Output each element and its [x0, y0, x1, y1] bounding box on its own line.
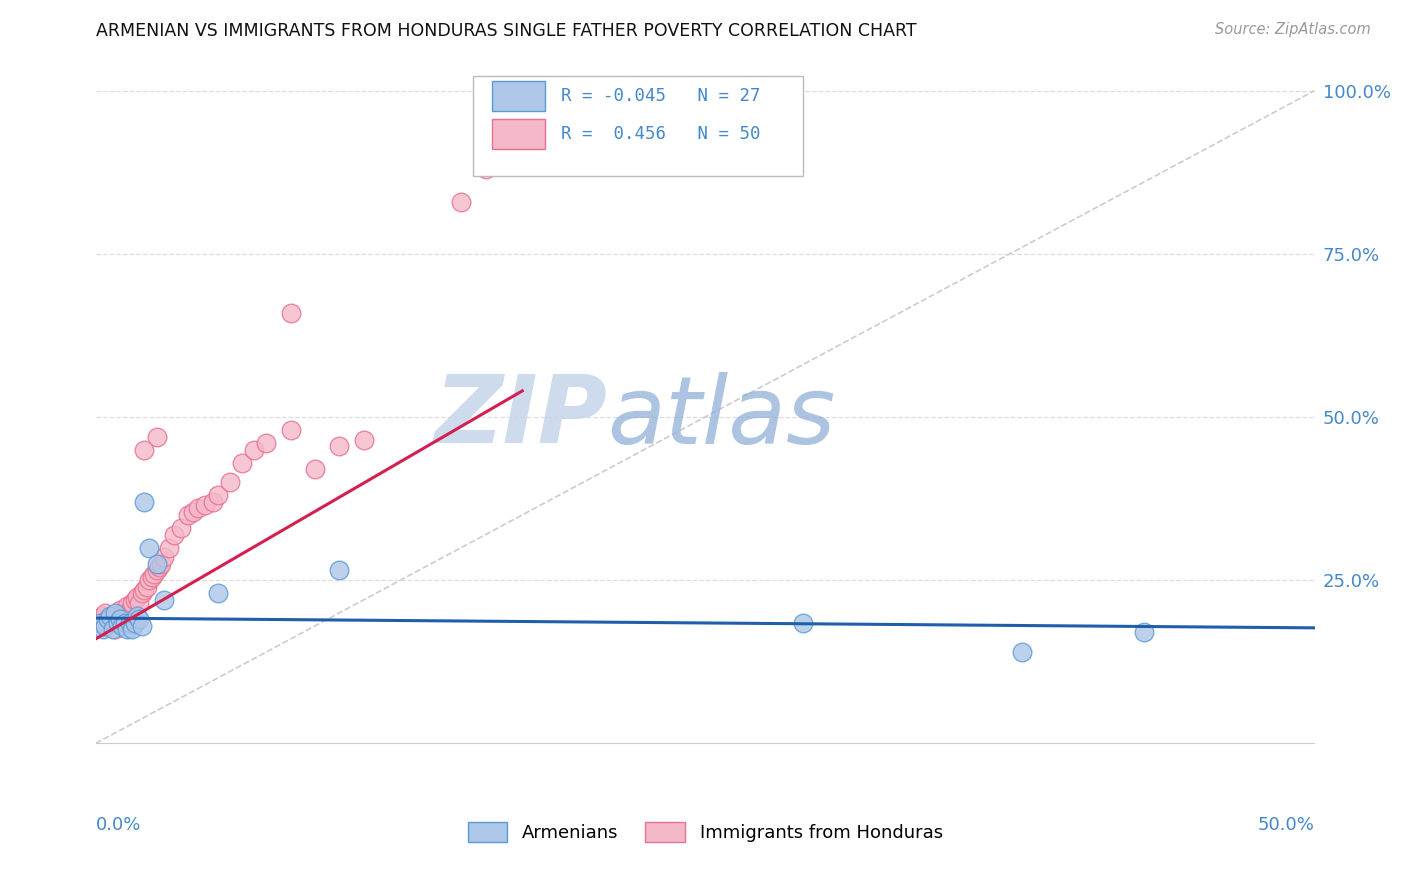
Point [254, 436, 277, 450]
Text: Source: ZipAtlas.com: Source: ZipAtlas.com [1215, 22, 1371, 37]
Point [280, 305, 302, 319]
Point [328, 439, 350, 453]
Point [98, 612, 121, 626]
Text: atlas: atlas [607, 371, 835, 463]
Point [134, 442, 156, 457]
Point [148, 560, 170, 574]
Text: ARMENIAN VS IMMIGRANTS FROM HONDURAS SINGLE FATHER POVERTY CORRELATION CHART: ARMENIAN VS IMMIGRANTS FROM HONDURAS SIN… [96, 22, 917, 40]
Point [107, 609, 129, 624]
Point [124, 615, 146, 630]
Point [114, 609, 136, 624]
Text: R = -0.045   N = 27: R = -0.045 N = 27 [561, 87, 761, 105]
Text: ZIP: ZIP [434, 371, 607, 463]
Point [108, 612, 131, 626]
Point [353, 433, 375, 447]
Point [134, 495, 156, 509]
Point [111, 606, 134, 620]
Point [117, 622, 139, 636]
Point [138, 573, 160, 587]
Point [145, 557, 167, 571]
Point [243, 442, 266, 457]
Point [91, 609, 114, 624]
Point [231, 456, 253, 470]
Point [97, 615, 120, 630]
Point [89, 615, 111, 630]
Point [118, 602, 141, 616]
Point [128, 612, 150, 626]
Point [474, 161, 496, 176]
Point [162, 527, 184, 541]
Point [201, 495, 224, 509]
Point [450, 194, 472, 209]
Point [107, 615, 129, 630]
Point [170, 521, 193, 535]
FancyBboxPatch shape [492, 81, 546, 112]
Point [150, 557, 173, 571]
Point [117, 599, 139, 614]
Point [145, 429, 167, 443]
Point [104, 622, 127, 636]
Text: 0.0%: 0.0% [96, 816, 141, 834]
Point [87, 612, 110, 626]
Point [207, 488, 229, 502]
Point [98, 609, 121, 624]
FancyBboxPatch shape [492, 119, 546, 149]
Point [187, 501, 209, 516]
Point [304, 462, 326, 476]
Point [1011, 645, 1033, 659]
Point [157, 541, 180, 555]
Point [138, 541, 160, 555]
Point [104, 606, 127, 620]
Point [94, 619, 117, 633]
Point [792, 615, 814, 630]
Point [141, 570, 163, 584]
Text: R =  0.456   N = 50: R = 0.456 N = 50 [561, 125, 761, 143]
Point [121, 596, 143, 610]
Point [153, 592, 176, 607]
Point [118, 615, 141, 630]
Point [181, 505, 204, 519]
Point [218, 475, 240, 490]
Text: 50.0%: 50.0% [1258, 816, 1315, 834]
Point [125, 609, 148, 624]
Point [134, 582, 156, 597]
Point [194, 498, 217, 512]
Point [121, 622, 143, 636]
Legend: Armenians, Immigrants from Honduras: Armenians, Immigrants from Honduras [460, 814, 950, 849]
Point [91, 622, 114, 636]
Point [135, 580, 157, 594]
Point [328, 563, 350, 577]
Point [101, 609, 124, 624]
Point [124, 592, 146, 607]
Point [207, 586, 229, 600]
Point [94, 606, 117, 620]
Point [143, 566, 166, 581]
Point [153, 550, 176, 565]
Point [111, 619, 134, 633]
Point [125, 590, 148, 604]
Point [131, 619, 153, 633]
Point [97, 612, 120, 626]
Point [89, 615, 111, 630]
Point [1133, 625, 1156, 640]
Point [280, 423, 302, 437]
Point [114, 615, 136, 630]
Point [177, 508, 200, 522]
Point [108, 602, 131, 616]
FancyBboxPatch shape [474, 76, 803, 177]
Point [128, 596, 150, 610]
Point [101, 622, 124, 636]
Y-axis label: Single Father Poverty: Single Father Poverty [0, 335, 7, 499]
Point [145, 563, 167, 577]
Point [131, 586, 153, 600]
